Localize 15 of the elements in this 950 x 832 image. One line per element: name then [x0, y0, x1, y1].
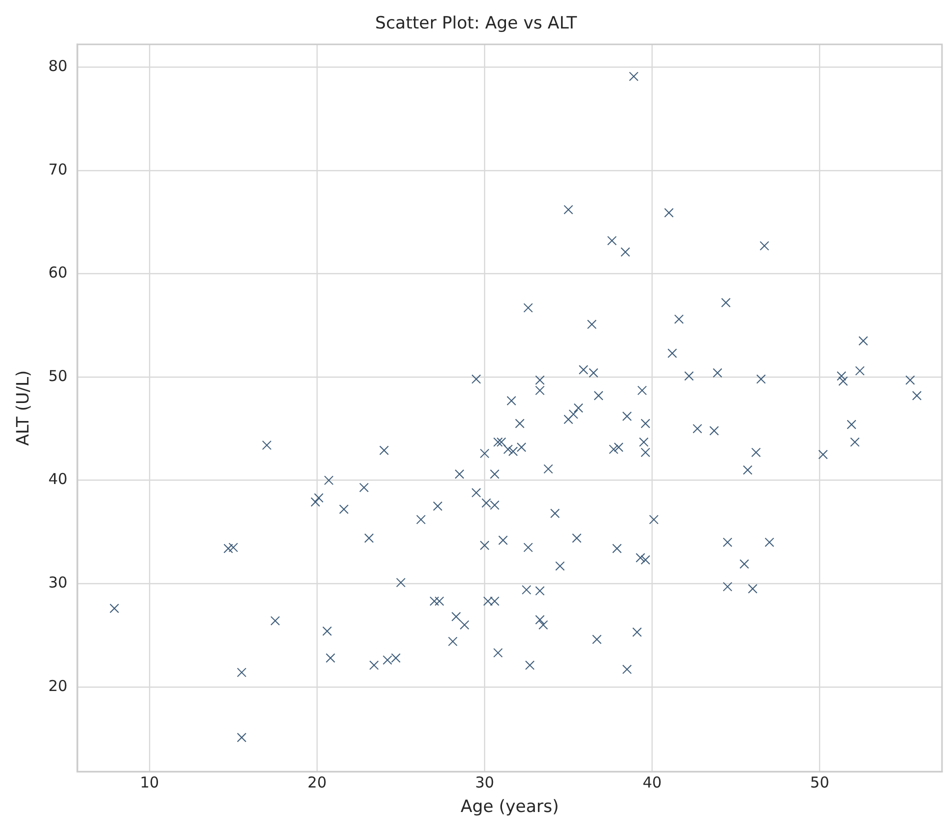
y-tick-label: 60	[48, 264, 68, 282]
y-tick-label: 40	[48, 470, 68, 488]
y-tick-label: 30	[48, 573, 68, 592]
x-tick-label: 20	[308, 773, 327, 792]
y-tick-label: 50	[48, 366, 68, 385]
x-axis-title: Age (years)	[460, 797, 559, 818]
chart-title: Scatter Plot: Age vs ALT	[375, 14, 578, 34]
x-tick-label: 50	[810, 773, 830, 792]
x-tick-label: 30	[475, 773, 494, 792]
y-tick-label: 80	[48, 57, 68, 76]
y-tick-label: 20	[48, 676, 68, 695]
x-tick-label: 10	[140, 773, 160, 792]
x-tick-label: 40	[642, 773, 662, 792]
y-tick-label: 70	[48, 160, 68, 178]
y-axis-title: ALT (U/L)	[14, 370, 34, 446]
